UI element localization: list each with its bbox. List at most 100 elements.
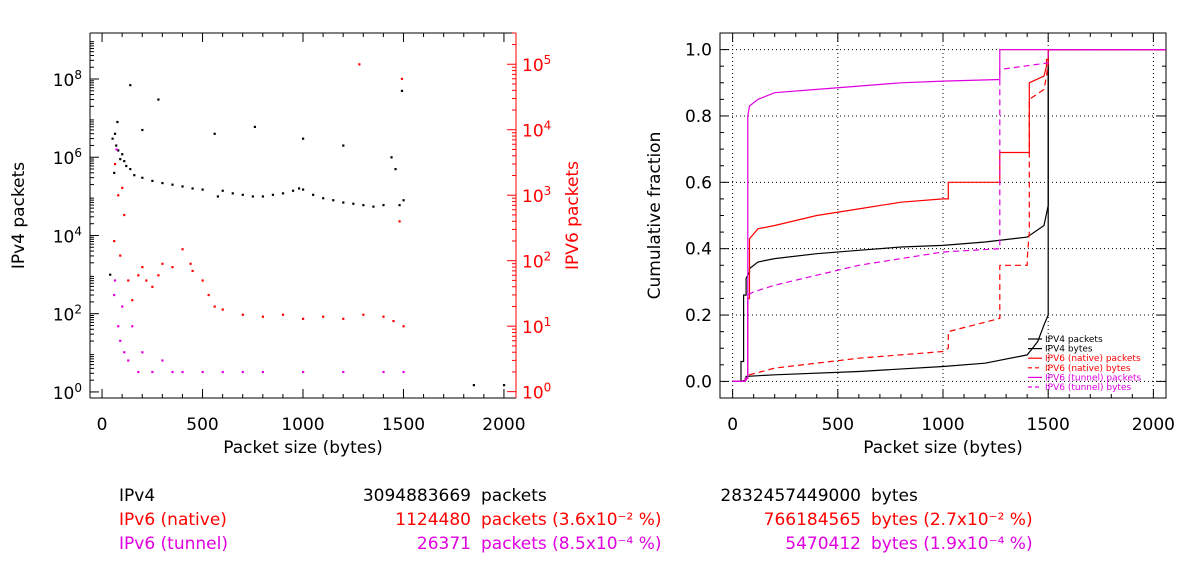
- ipv4-point: [111, 137, 114, 140]
- ipv4-point: [113, 171, 116, 175]
- native-point: [221, 308, 224, 311]
- left-y-axis-label: IPv4 packets: [9, 162, 29, 269]
- ipv4-point: [125, 164, 128, 168]
- ipv4-point: [123, 160, 126, 163]
- native-point: [191, 269, 194, 273]
- native-point: [241, 313, 244, 316]
- ipv4-point: [161, 181, 164, 185]
- ipv4-point: [332, 199, 335, 202]
- tunnel-point: [221, 370, 224, 374]
- native-point: [402, 325, 405, 328]
- tunnel-point: [131, 325, 134, 328]
- series-ipv6-tunnel-bytes: [732, 49, 1166, 382]
- x-tick-label: 2000: [1132, 415, 1175, 435]
- summary-protocol-name: IPv6 (tunnel): [119, 534, 228, 554]
- y-right-tick-label: 104: [522, 119, 551, 142]
- ipv4-point: [133, 174, 136, 177]
- y-left-tick-label: 108: [53, 68, 82, 91]
- y-tick-label: 0.6: [685, 173, 712, 193]
- native-point: [117, 194, 120, 197]
- native-point: [137, 274, 140, 277]
- native-point: [141, 266, 144, 269]
- ipv4-point: [251, 195, 254, 198]
- legend-entry: IPV6 (native) packets: [1045, 354, 1141, 364]
- native-point: [362, 313, 365, 316]
- summary-byte-count: 5470412: [785, 534, 861, 554]
- native-point: [121, 186, 124, 189]
- summary-packet-label: packets (8.5x10⁻⁴ %): [481, 534, 662, 554]
- y-tick-label: 0.2: [685, 306, 712, 326]
- y-left-tick-label: 106: [53, 146, 82, 169]
- tunnel-point: [115, 148, 118, 151]
- ipv4-point: [121, 153, 124, 156]
- right-y-axis-label: IPV6 packets: [563, 161, 583, 270]
- series-ipv6-tunnel-packets: [732, 49, 1166, 382]
- summary-packet-label: packets (3.6x10⁻² %): [481, 510, 662, 530]
- ipv4-point: [302, 137, 305, 140]
- ipv4-point: [261, 195, 265, 198]
- left-scatter-plot: 0 500 1000 1500 2000 100 102 104 106 108 100 101 102…: [9, 32, 583, 458]
- summary-packet-count: 3094883669: [362, 486, 471, 506]
- series-ipv6-native-bytes: [732, 49, 1166, 382]
- ipv4-point: [221, 189, 224, 192]
- ipv4-point: [322, 197, 325, 200]
- native-point: [398, 220, 401, 223]
- native-point: [113, 239, 116, 243]
- ipv4-point: [115, 144, 118, 147]
- native-point: [261, 315, 265, 318]
- x-tick-label: 1000: [281, 415, 324, 435]
- summary-byte-label: bytes (1.9x10⁻⁴ %): [871, 534, 1033, 554]
- ipv4-point: [291, 189, 295, 192]
- y-tick-label: 0.0: [685, 372, 712, 392]
- summary-packet-label: packets: [481, 486, 547, 506]
- native-point: [213, 305, 216, 308]
- native-point: [145, 279, 148, 282]
- ipv4-point: [362, 204, 365, 207]
- tunnel-point: [151, 370, 154, 374]
- ipv4-point: [181, 185, 184, 188]
- tunnel-point: [121, 305, 124, 308]
- ipv4-point: [129, 84, 132, 87]
- native-point: [207, 293, 210, 297]
- native-point: [342, 317, 345, 320]
- series-ipv4-bytes: [732, 49, 1166, 382]
- ipv4-point: [297, 187, 301, 190]
- right-cumulative-plot: 0 500 1000 1500 2000 0.0 0.2 0.4 0.6 0.8 1.0 Packet…: [645, 32, 1175, 458]
- ipv4-point: [119, 158, 122, 161]
- legend-entry: IPV4 packets: [1045, 335, 1103, 345]
- ipv4-point: [382, 204, 385, 207]
- legend-entry: IPV6 (native) bytes: [1045, 364, 1131, 374]
- native-point: [113, 162, 117, 166]
- ipv4-point: [398, 204, 401, 207]
- ipv4-point: [241, 193, 244, 196]
- ipv4-point: [400, 89, 404, 92]
- native-point: [322, 315, 325, 318]
- native-point: [302, 317, 305, 320]
- ipv4-point: [117, 149, 120, 152]
- x-tick-label: 1500: [382, 415, 425, 435]
- x-tick-label: 0: [727, 415, 738, 435]
- tunnel-point: [127, 359, 130, 362]
- ipv4-point: [402, 199, 405, 202]
- right-y-axis-label: Cumulative fraction: [645, 132, 665, 300]
- tunnel-point: [241, 370, 244, 374]
- ipv4-point: [281, 192, 285, 195]
- y-tick-label: 1.0: [685, 41, 712, 61]
- native-point: [382, 315, 385, 318]
- native-point: [189, 262, 192, 265]
- x-tick-label: 2000: [482, 415, 525, 435]
- summary-byte-count: 766184565: [763, 510, 861, 530]
- summary-byte-label: bytes (2.7x10⁻² %): [871, 510, 1033, 530]
- ipv4-point: [302, 188, 305, 191]
- summary-packet-count: 1124480: [395, 510, 471, 530]
- ipv4-point: [116, 120, 119, 124]
- tunnel-point: [201, 370, 204, 374]
- y-right-tick-label: 101: [522, 315, 551, 338]
- ipv4-point: [157, 98, 160, 101]
- ipv4-point: [472, 384, 476, 387]
- legend-entry: IPV4 bytes: [1045, 345, 1093, 355]
- native-point: [131, 299, 134, 302]
- tunnel-point: [161, 359, 164, 362]
- tunnel-point: [382, 370, 385, 374]
